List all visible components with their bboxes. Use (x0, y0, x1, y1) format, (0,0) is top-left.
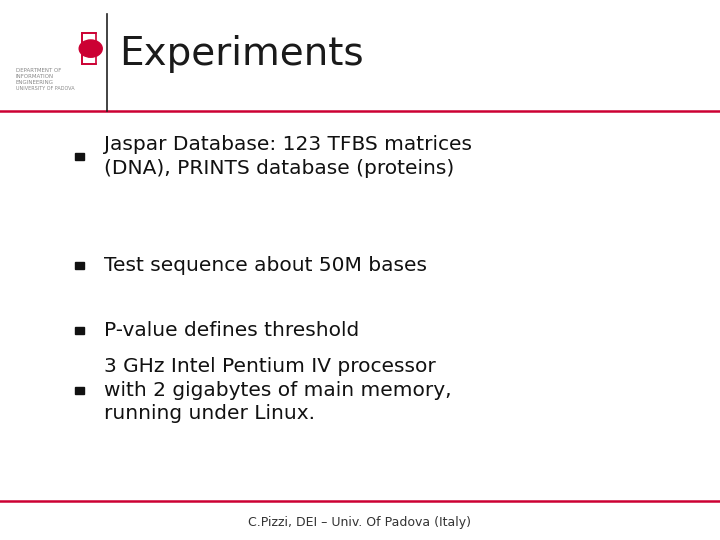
Text: 3 GHz Intel Pentium IV processor
with 2 gigabytes of main memory,
running under : 3 GHz Intel Pentium IV processor with 2 … (104, 357, 452, 423)
Text: DEPARTMENT OF
INFORMATION
ENGINEERING: DEPARTMENT OF INFORMATION ENGINEERING (16, 68, 61, 85)
Text: P-value defines threshold: P-value defines threshold (104, 321, 360, 340)
Text: Experiments: Experiments (119, 35, 364, 73)
FancyBboxPatch shape (75, 262, 84, 269)
Text: Test sequence about 50M bases: Test sequence about 50M bases (104, 256, 428, 275)
Text: UNIVERSITY OF PADOVA: UNIVERSITY OF PADOVA (16, 86, 74, 91)
FancyBboxPatch shape (75, 327, 84, 334)
FancyBboxPatch shape (75, 153, 84, 160)
Text: C.Pizzi, DEI – Univ. Of Padova (Italy): C.Pizzi, DEI – Univ. Of Padova (Italy) (248, 516, 472, 529)
FancyBboxPatch shape (75, 387, 84, 394)
Circle shape (79, 40, 102, 57)
Text: Jaspar Database: 123 TFBS matrices
(DNA), PRINTS database (proteins): Jaspar Database: 123 TFBS matrices (DNA)… (104, 136, 472, 178)
